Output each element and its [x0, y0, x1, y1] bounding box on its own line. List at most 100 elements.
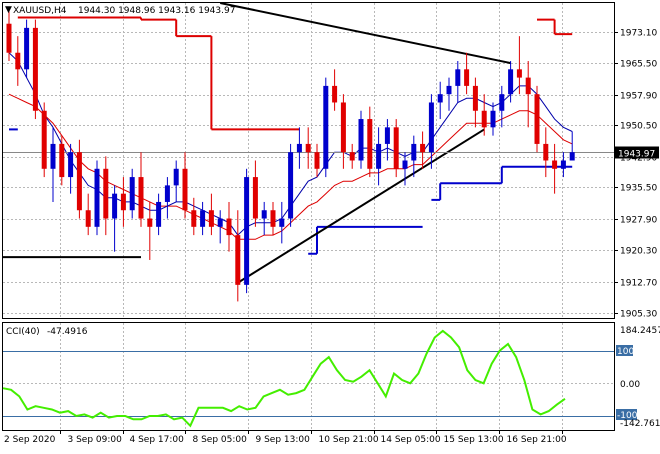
time-tick-label: 3 Sep 09:00	[68, 435, 123, 445]
time-tick-label: 8 Sep 05:00	[193, 435, 248, 445]
chart-symbol: XAUUSD,H4	[13, 6, 67, 16]
candle-body	[15, 52, 21, 70]
price-tick-label: 1950.50	[620, 122, 657, 132]
cci-panel-frame	[2, 322, 615, 431]
price-tick-label: 1965.50	[620, 60, 657, 70]
candle-body	[288, 152, 294, 219]
candle-body	[464, 69, 470, 86]
candle-body	[552, 160, 558, 169]
price-tick-label: 1927.90	[620, 216, 657, 226]
candle-body	[120, 193, 126, 211]
current-price-label: 1943.97	[618, 150, 655, 160]
chart-header-arrow-icon: ▼	[5, 5, 12, 15]
candle-body	[314, 152, 320, 169]
candles-layer	[6, 11, 575, 302]
axis-layer: 1973.101965.501957.901950.501942.901935.…	[4, 29, 659, 445]
candle-body	[332, 85, 338, 103]
candle-body	[50, 143, 56, 169]
time-tick-label: 2 Sep 2020	[4, 435, 56, 445]
candle-body	[296, 143, 302, 153]
trendline	[219, 2, 511, 65]
candle-body	[138, 177, 144, 219]
candle-body	[191, 210, 197, 227]
cci-level-low: -100	[617, 411, 638, 421]
candle-body	[6, 23, 12, 53]
candle-body	[270, 210, 276, 227]
time-tick-label: 10 Sep 21:00	[319, 435, 379, 445]
candle-body	[534, 94, 540, 144]
candle-body	[252, 177, 258, 219]
candle-body	[560, 160, 566, 169]
candle-body	[428, 102, 434, 153]
candle-body	[208, 210, 214, 227]
candle-body	[349, 152, 355, 161]
cci-level-zero: 0.00	[620, 380, 640, 390]
candle-body	[543, 143, 549, 161]
time-tick-label: 14 Sep 05:00	[381, 435, 441, 445]
price-tick-label: 1935.50	[620, 184, 657, 194]
candle-body	[279, 218, 285, 227]
price-tick-label: 1920.30	[620, 247, 657, 257]
candle-body	[94, 168, 100, 227]
candle-body	[235, 235, 241, 285]
cci-scale-max: 184.2457	[620, 326, 660, 336]
candle-body	[367, 119, 373, 169]
cci-level-high: 100	[617, 347, 634, 357]
cci-name: CCI(40)	[6, 327, 40, 337]
candle-body	[376, 143, 382, 169]
candle-body	[358, 119, 364, 161]
candle-body	[508, 69, 514, 95]
candle-body	[569, 152, 575, 161]
candle-body	[402, 160, 408, 169]
candle-body	[103, 168, 109, 219]
price-tick-label: 1905.30	[620, 310, 657, 320]
candle-body	[112, 193, 118, 219]
chart-ohlc: 1944.30 1948.96 1943.16 1943.97	[78, 6, 235, 16]
cci-scale-min: -142.7618	[620, 419, 660, 429]
cci-layer	[2, 329, 614, 428]
candle-body	[472, 85, 478, 111]
candle-body	[59, 143, 65, 178]
candle-body	[217, 218, 223, 227]
main-panel-frame	[2, 2, 615, 319]
price-tick-label: 1957.90	[620, 92, 657, 102]
candle-body	[76, 152, 82, 211]
candle-body	[147, 218, 153, 227]
candle-body	[24, 27, 30, 70]
time-tick-label: 9 Sep 13:00	[256, 435, 311, 445]
candle-body	[420, 143, 426, 153]
candle-body	[446, 85, 452, 95]
candle-body	[85, 210, 91, 227]
candle-body	[261, 210, 267, 219]
candle-body	[32, 27, 38, 111]
cci-line	[2, 329, 566, 428]
cci-level-high-box	[616, 345, 633, 356]
candle-body	[455, 69, 461, 86]
time-tick-label: 15 Sep 13:00	[444, 435, 504, 445]
cci-level-low-box	[616, 409, 637, 420]
trendline	[237, 128, 485, 284]
current-price-box	[615, 146, 659, 159]
candle-body	[244, 177, 250, 285]
candle-body	[129, 177, 135, 211]
candle-body	[411, 143, 417, 161]
candle-body	[68, 152, 74, 178]
time-tick-label: 16 Sep 21:00	[507, 435, 567, 445]
candle-body	[164, 185, 170, 202]
candle-body	[481, 110, 487, 128]
candle-body	[490, 110, 496, 128]
candle-body	[393, 127, 399, 169]
time-tick-label: 4 Sep 17:00	[130, 435, 185, 445]
candle-body	[525, 77, 531, 95]
candle-body	[200, 210, 206, 227]
candle-body	[437, 94, 443, 103]
candle-body	[182, 168, 188, 211]
candle-body	[340, 102, 346, 153]
candle-body	[156, 201, 162, 227]
candle-body	[226, 218, 232, 236]
price-tick-label: 1912.70	[620, 279, 657, 289]
candle-body	[305, 143, 311, 153]
cci-value: -47.4916	[47, 327, 88, 337]
